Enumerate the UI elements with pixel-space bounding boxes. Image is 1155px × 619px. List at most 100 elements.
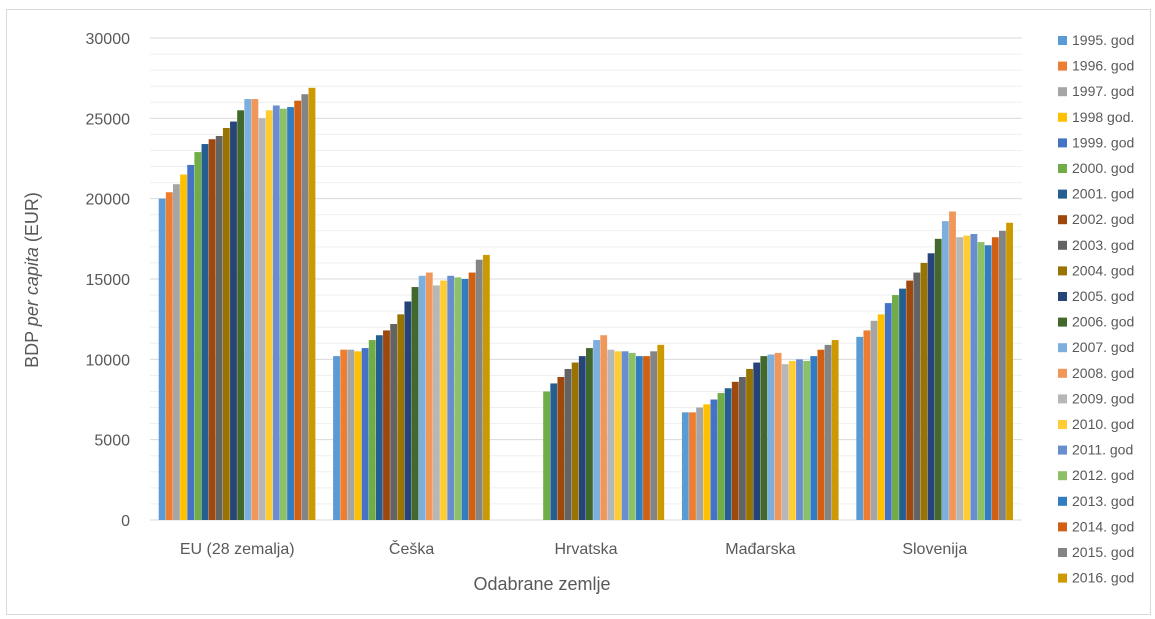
legend-swatch	[1058, 62, 1067, 71]
bar	[259, 118, 266, 520]
bar	[949, 212, 956, 520]
bar	[650, 351, 657, 520]
bar	[230, 122, 237, 520]
bar	[913, 273, 920, 520]
x-tick-label: EU (28 zemalja)	[180, 541, 295, 558]
bar	[301, 94, 308, 520]
bar	[863, 330, 870, 520]
y-tick-label: 0	[121, 513, 130, 530]
bar	[921, 263, 928, 520]
legend-label: 2001. god	[1072, 186, 1134, 202]
bar	[173, 184, 180, 520]
legend-label: 1996. god	[1072, 58, 1134, 74]
bar	[689, 412, 696, 520]
bar	[817, 350, 824, 520]
legend-swatch	[1058, 318, 1067, 327]
legend: 1995. god 1996. god 1997. god 1998 god. 1999…	[1058, 32, 1134, 586]
bar	[1006, 223, 1013, 520]
legend-label: 2003. god	[1072, 237, 1134, 253]
legend-label: 2015. god	[1072, 544, 1134, 560]
y-tick-label: 25000	[86, 111, 131, 128]
bar	[789, 361, 796, 520]
bar	[244, 99, 251, 520]
bar	[978, 242, 985, 520]
x-tick-label: Slovenija	[902, 541, 967, 558]
bar	[703, 404, 710, 520]
legend-swatch	[1058, 471, 1067, 480]
bar	[426, 273, 433, 520]
bar	[462, 279, 469, 520]
bar	[956, 237, 963, 520]
x-axis-title: Odabrane zemlje	[473, 574, 610, 594]
y-tick-label: 30000	[86, 31, 131, 48]
bar	[187, 165, 194, 520]
legend-swatch	[1058, 497, 1067, 506]
legend-label: 2009. god	[1072, 390, 1134, 406]
bar	[600, 335, 607, 520]
bar	[871, 321, 878, 520]
bar	[237, 110, 244, 520]
bar	[251, 99, 258, 520]
bar	[810, 356, 817, 520]
legend-swatch	[1058, 548, 1067, 557]
bar	[543, 391, 550, 520]
bar	[906, 281, 913, 520]
y-tick-label: 20000	[86, 192, 131, 209]
bar	[803, 361, 810, 520]
legend-swatch	[1058, 574, 1067, 583]
y-axis-title-part-2: per capita	[22, 247, 42, 327]
bar	[347, 350, 354, 520]
bar	[782, 364, 789, 520]
bar	[963, 236, 970, 520]
bar	[696, 408, 703, 520]
bar	[340, 350, 347, 520]
bar	[796, 359, 803, 520]
bar	[579, 356, 586, 520]
y-tick-label: 10000	[86, 352, 131, 369]
legend-swatch	[1058, 36, 1067, 45]
bar	[280, 109, 287, 520]
bar	[404, 301, 411, 520]
bar	[369, 340, 376, 520]
legend-swatch	[1058, 266, 1067, 275]
bar	[194, 152, 201, 520]
y-axis-ticks: 0 5000 10000 15000 20000 25000 30000	[86, 31, 131, 530]
x-tick-label: Mađarska	[725, 541, 795, 558]
bar	[775, 353, 782, 520]
legend-label: 2005. god	[1072, 288, 1134, 304]
legend-label: 2011. god	[1072, 442, 1133, 458]
y-tick-label: 15000	[86, 272, 131, 289]
bar	[419, 276, 426, 520]
bar	[294, 101, 301, 520]
y-axis-title: BDP per capita (EUR)	[22, 192, 42, 368]
bar	[622, 351, 629, 520]
bar	[565, 369, 572, 520]
legend-label: 1997. god	[1072, 83, 1134, 99]
bar	[362, 348, 369, 520]
bar	[209, 139, 216, 520]
legend-label: 2014. god	[1072, 518, 1134, 534]
bar	[412, 287, 419, 520]
bar	[856, 337, 863, 520]
legend-label: 2013. god	[1072, 493, 1134, 509]
bar	[928, 253, 935, 520]
bar	[309, 88, 316, 520]
legend-swatch	[1058, 241, 1067, 250]
legend-swatch	[1058, 113, 1067, 122]
legend-swatch	[1058, 164, 1067, 173]
bar	[746, 369, 753, 520]
y-axis-title-part-3: (EUR)	[22, 192, 42, 247]
legend-swatch	[1058, 87, 1067, 96]
bar	[942, 221, 949, 520]
bar	[732, 382, 739, 520]
legend-label: 2010. god	[1072, 416, 1134, 432]
bar	[992, 237, 999, 520]
bars	[159, 88, 1013, 520]
bar	[725, 388, 732, 520]
legend-swatch	[1058, 420, 1067, 429]
bar	[397, 314, 404, 520]
legend-label: 2006. god	[1072, 314, 1134, 330]
bar	[333, 356, 340, 520]
bar	[383, 330, 390, 520]
